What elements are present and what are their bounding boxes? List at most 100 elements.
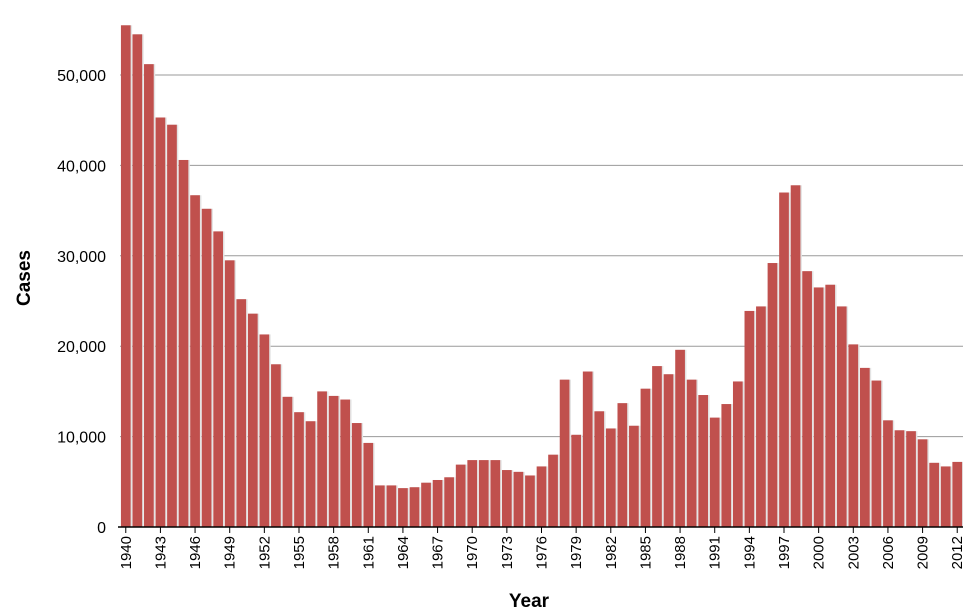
- bar-1945: [178, 159, 189, 527]
- x-tick-label: 1985: [637, 536, 654, 569]
- y-tick-label: 0: [97, 520, 106, 537]
- bar-1965: [409, 487, 420, 527]
- bar-2008: [906, 431, 916, 527]
- bar-1990: [698, 395, 709, 527]
- bar-1946: [190, 195, 200, 527]
- bar-1984: [629, 425, 639, 527]
- bar-2003: [848, 344, 859, 527]
- bar-1974: [513, 471, 524, 527]
- y-tick-label: 30,000: [57, 249, 106, 266]
- bar-2000: [813, 287, 824, 527]
- x-tick-label: 1979: [568, 536, 585, 569]
- x-tick-label: 2009: [915, 536, 932, 569]
- x-tick-label: 1946: [187, 536, 204, 569]
- bar-1972: [490, 460, 501, 527]
- bar-1961: [363, 442, 374, 527]
- bar-2010: [929, 462, 939, 527]
- bar-1951: [247, 313, 258, 527]
- x-axis: [118, 526, 963, 533]
- bar-1958: [328, 395, 339, 527]
- x-tick-label: 1997: [776, 536, 793, 569]
- x-tick-label: 2012: [949, 536, 963, 569]
- bar-1947: [201, 208, 212, 528]
- bar-1970: [467, 460, 478, 527]
- bar-1955: [294, 412, 304, 527]
- bar-1960: [351, 423, 362, 527]
- x-tick-label: 1970: [464, 536, 481, 569]
- bar-1950: [236, 299, 247, 527]
- bars: [120, 25, 963, 528]
- x-tick-label: 2003: [845, 536, 862, 569]
- bar-1992: [721, 404, 732, 527]
- x-tick-label: 1982: [603, 536, 620, 569]
- bar-1995: [756, 306, 766, 527]
- bar-2004: [859, 367, 870, 527]
- bar-2009: [917, 439, 928, 527]
- bar-1944: [167, 124, 177, 527]
- bar-1979: [571, 434, 581, 527]
- bar-1985: [640, 388, 651, 527]
- bar-1948: [213, 231, 224, 527]
- y-tick-label: 10,000: [57, 430, 106, 447]
- bar-1987: [663, 374, 674, 527]
- bar-1943: [155, 117, 166, 527]
- bar-1952: [259, 334, 270, 527]
- bar-2005: [871, 380, 882, 527]
- bar-1954: [282, 396, 293, 527]
- bar-2007: [894, 430, 905, 527]
- x-tick-label: 1955: [291, 536, 308, 569]
- bar-1971: [478, 460, 489, 527]
- x-tick-label: 1964: [395, 536, 412, 569]
- bar-1975: [525, 475, 535, 527]
- x-tick-label: 1973: [499, 536, 516, 569]
- y-tick-label: 40,000: [57, 158, 106, 175]
- bar-1999: [802, 271, 812, 527]
- x-tick-label: 1991: [707, 536, 724, 569]
- bar-1966: [421, 482, 431, 527]
- bar-1998: [790, 185, 801, 527]
- bar-1942: [144, 64, 154, 527]
- x-tick-label: 1952: [256, 536, 273, 569]
- x-tick-label: 1958: [326, 536, 343, 569]
- bar-1978: [559, 379, 570, 527]
- bar-1993: [732, 381, 743, 527]
- y-axis-label: Cases: [14, 250, 35, 306]
- bar-1991: [709, 417, 720, 527]
- x-tick-label: 1961: [360, 536, 377, 569]
- bar-1969: [455, 464, 466, 527]
- bar-1980: [582, 371, 593, 527]
- bar-1964: [398, 488, 408, 527]
- x-tick-label: 1949: [222, 536, 239, 569]
- y-tick-label: 20,000: [57, 339, 106, 356]
- bar-2006: [883, 420, 893, 527]
- bar-1982: [605, 428, 616, 527]
- bar-1973: [502, 470, 512, 527]
- bar-1941: [132, 34, 143, 527]
- x-tick-labels: 1940 1943 1946 1949 1952 1955 1958 1961 1964 1967…: [118, 536, 963, 569]
- y-tick-label: 50,000: [57, 68, 106, 85]
- bar-1989: [686, 379, 697, 527]
- bar-2001: [825, 284, 836, 527]
- x-tick-label: 2000: [811, 536, 828, 569]
- bar-1977: [548, 454, 558, 527]
- bar-1968: [444, 477, 454, 527]
- bar-2002: [836, 306, 847, 527]
- bar-1983: [617, 403, 628, 527]
- bar-1949: [224, 260, 235, 527]
- bar-1981: [594, 411, 605, 527]
- bar-1963: [386, 485, 397, 527]
- bar-1988: [675, 349, 685, 527]
- bar-1997: [779, 192, 789, 527]
- bar-1994: [744, 310, 755, 527]
- bar-1967: [432, 479, 443, 527]
- bar-1976: [536, 466, 547, 527]
- x-tick-label: 1967: [430, 536, 447, 569]
- x-tick-label: 1976: [534, 536, 551, 569]
- x-tick-label: 1988: [672, 536, 689, 569]
- x-tick-label: 2006: [880, 536, 897, 569]
- bar-1957: [317, 391, 327, 527]
- bar-1940: [120, 25, 131, 528]
- bar-1953: [271, 364, 281, 527]
- y-tick-labels: 0 10,000 20,000 30,000 40,000 50,000: [57, 68, 106, 537]
- bar-1962: [374, 485, 385, 527]
